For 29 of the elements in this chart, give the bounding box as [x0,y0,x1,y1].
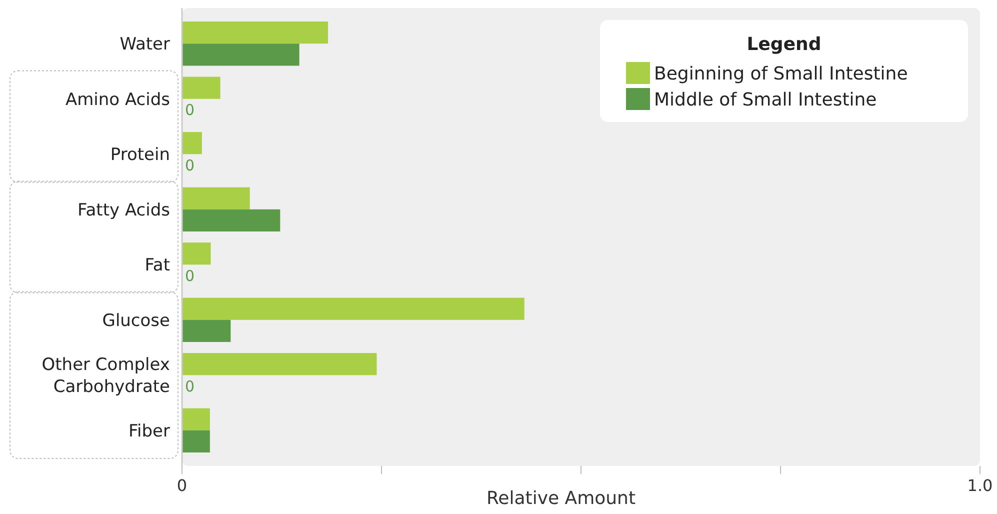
bar [182,353,377,376]
legend-label: Beginning of Small Intestine [654,63,908,84]
y-tick-label: Water [120,34,170,55]
y-tick-label: Other Complex Carbohydrate [42,355,170,398]
bar [182,408,210,430]
bar [182,22,328,44]
y-tick-label: Fat [144,256,170,276]
bar [182,187,250,210]
y-tick-label: Fiber [128,421,170,442]
y-tick-label: Glucose [102,310,170,331]
bar [182,76,220,99]
data-label: 0 [185,156,195,174]
bar [182,209,280,232]
x-tick-label: 1.0 [967,476,993,495]
bar [182,430,210,452]
bar [182,242,211,265]
bar [182,298,524,320]
x-axis-title: Relative Amount [486,488,636,509]
data-label: 0 [185,101,195,120]
legend-title: Legend [746,34,822,55]
legend-label: Middle of Small Intestine [654,89,877,110]
bar [182,132,202,154]
y-tick-label: Fatty Acids [78,200,170,220]
bar [182,320,231,342]
data-label: 0 [185,266,195,285]
y-tick-label: Protein [110,145,170,166]
y-tick-label: Amino Acids [65,90,170,110]
bar [182,44,300,66]
data-label: 0 [185,377,195,396]
